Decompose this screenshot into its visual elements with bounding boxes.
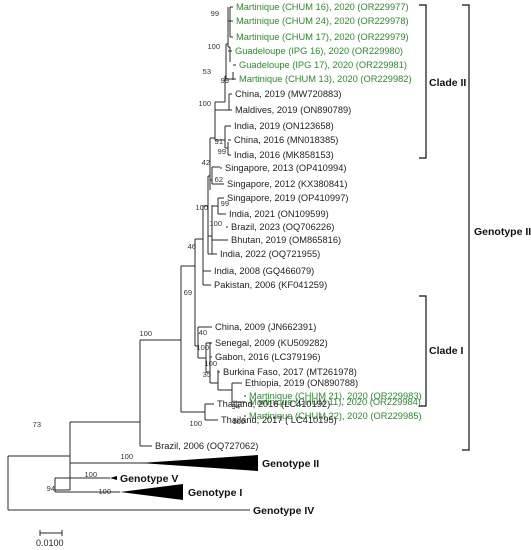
leaf-label: Thailand, 2016 (LC410192) (217, 399, 330, 409)
leaf-label: Ethiopia, 2019 (ON890788) (245, 378, 358, 388)
leaf-label: Martinique (CHUM 22), 2020 (OR229985) (249, 411, 422, 421)
bootstrap-value: 35 (203, 370, 211, 379)
bootstrap-value: 100 (195, 203, 208, 212)
bootstrap-value: 100 (120, 452, 133, 461)
bootstrap-value: 99 (211, 9, 219, 18)
bootstrap-values: 99 100 53 99 100 91 99 42 62 99 100 100 … (33, 9, 245, 496)
collapsed-genotype-v-triangle (110, 476, 117, 480)
leaf-label: India, 2022 (OQ721955) (220, 249, 320, 259)
collapsed-clades: Genotype II Genotype V Genotype I Genoty… (110, 455, 319, 517)
leaf-label: India, 2008 (GQ466079) (214, 266, 314, 276)
leaf-label: Martinique (CHUM 21), 2020 (OR229983) (249, 391, 422, 401)
scale-bar: 0.0100 (36, 530, 64, 548)
bootstrap-value: 100 (209, 219, 222, 228)
clade-ii-label: Clade II (429, 77, 466, 89)
genotype-iii-label: Genotype III (474, 226, 531, 238)
bootstrap-value: 94 (232, 402, 240, 411)
bootstrap-value: 91 (215, 137, 223, 146)
leaf-label: Martinique (CHUM 11), 2020 (OR229984) (249, 397, 421, 407)
genotype-v-label: Genotype V (120, 473, 178, 485)
bootstrap-value: 100 (204, 359, 217, 368)
leaf-label: Bhutan, 2019 (OM865816) (231, 235, 341, 245)
leaf-label: Thailand, 2017 ( LC410195) (221, 415, 337, 425)
leaf-label: China, 2019 (MW720883) (235, 89, 341, 99)
genotype-ii-label: Genotype II (262, 458, 319, 470)
bootstrap-value: 99 (221, 76, 229, 85)
bootstrap-value: 100 (196, 343, 209, 352)
bootstrap-value: 99 (218, 147, 226, 156)
bootstrap-value: 73 (33, 420, 41, 429)
bootstrap-value: 99 (221, 199, 229, 208)
leaf-label: Guadeloupe (IPG 17), 2020 (OR229981) (239, 60, 407, 70)
leaf-label: China, 2016 (MN018385) (234, 135, 338, 145)
leaf-label: Martinique (CHUM 16), 2020 (OR229977) (236, 2, 409, 12)
leaf-labels: Martinique (CHUM 16), 2020 (OR229977) Mar… (150, 2, 422, 451)
leaf-label: Singapore, 2019 (OP410997) (227, 193, 348, 203)
genotype-i-label: Genotype I (188, 487, 242, 499)
leaf-label: Martinique (CHUM 17), 2020 (OR229979) (236, 32, 409, 42)
bootstrap-value: 100 (198, 99, 211, 108)
clade-ii-bracket (419, 4, 427, 159)
clade-i-bracket (419, 295, 427, 407)
leaf-label: Brazil, 2006 (OQ727062) (155, 441, 258, 451)
genotype-iv-label: Genotype IV (253, 505, 314, 517)
leaf-label: Maldives, 2019 (ON890789) (235, 105, 351, 115)
leaf-label: Pakistan, 2006 (KF041259) (214, 280, 327, 290)
bootstrap-value: 53 (203, 67, 211, 76)
tree-branches (7, 7, 250, 511)
bootstrap-value: 100 (139, 329, 152, 338)
leaf-label: Burkina Faso, 2017 (MT261978) (223, 367, 357, 377)
leaf-label: Singapore, 2012 (KX380841) (227, 179, 347, 189)
bootstrap-value: 42 (202, 158, 210, 167)
bootstrap-value: 100 (232, 417, 245, 426)
bootstrap-value: 94 (47, 484, 55, 493)
bootstrap-value: 69 (184, 288, 192, 297)
bootstrap-value: 100 (189, 419, 202, 428)
clade-brackets: Clade II Clade I Genotype III (419, 4, 531, 451)
genotype-iii-bracket (462, 4, 470, 451)
leaf-label: Martinique (CHUM 24), 2020 (OR229978) (236, 16, 409, 26)
leaf-label: India, 2016 (MK858153) (234, 150, 334, 160)
leaf-label: Senegal, 2009 (KU509282) (215, 338, 328, 348)
leaf-label: Gabon, 2016 (LC379196) (215, 352, 320, 362)
bootstrap-value: 100 (98, 487, 111, 496)
leaf-label: Brazil, 2023 (OQ706226) (231, 222, 334, 232)
bootstrap-value: 100 (207, 42, 220, 51)
collapsed-genotype-i-triangle (120, 484, 183, 500)
bootstrap-value: 46 (188, 242, 196, 251)
bootstrap-value: 62 (215, 175, 223, 184)
leaf-label: Martinique (CHUM 13), 2020 (OR229982) (239, 74, 412, 84)
leaf-label: India, 2021 (ON109599) (229, 209, 329, 219)
collapsed-genotype-ii-triangle (140, 455, 258, 471)
leaf-label: Guadeloupe (IPG 16), 2020 (OR229980) (235, 46, 403, 56)
leaf-label: Singapore, 2013 (OP410994) (225, 163, 346, 173)
leaf-label: India, 2019 (ON123658) (234, 121, 334, 131)
leaf-label: China, 2009 (JN662391) (215, 322, 316, 332)
bootstrap-value: 100 (84, 470, 97, 479)
scale-bar-label: 0.0100 (36, 538, 64, 548)
clade-i-label: Clade I (429, 345, 464, 357)
bootstrap-value: 40 (199, 328, 207, 337)
